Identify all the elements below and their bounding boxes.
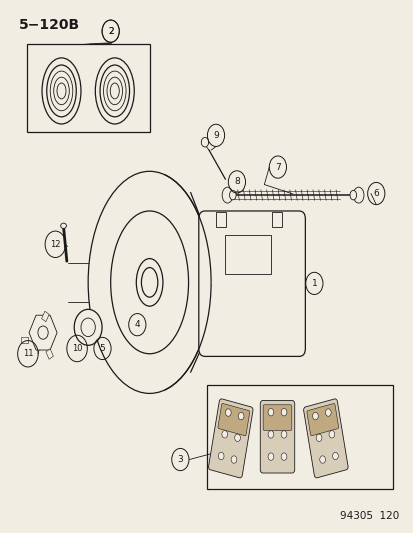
Text: 2: 2 <box>108 27 113 36</box>
Circle shape <box>325 409 330 416</box>
Circle shape <box>221 431 227 438</box>
FancyBboxPatch shape <box>306 403 338 436</box>
Circle shape <box>268 408 273 416</box>
FancyBboxPatch shape <box>198 211 305 357</box>
Ellipse shape <box>222 187 232 203</box>
Ellipse shape <box>74 309 102 345</box>
Circle shape <box>312 413 318 420</box>
Text: 9: 9 <box>213 131 218 140</box>
Text: 12: 12 <box>50 240 60 249</box>
Circle shape <box>332 453 337 459</box>
Bar <box>42 311 49 322</box>
Circle shape <box>234 434 240 441</box>
Ellipse shape <box>229 190 235 200</box>
Bar <box>216 212 226 227</box>
Circle shape <box>218 453 223 459</box>
Text: 2: 2 <box>108 27 113 36</box>
Ellipse shape <box>352 187 363 203</box>
Circle shape <box>280 408 286 416</box>
Circle shape <box>328 431 334 438</box>
FancyBboxPatch shape <box>303 399 347 478</box>
FancyBboxPatch shape <box>260 401 294 473</box>
Text: 94305  120: 94305 120 <box>339 511 399 521</box>
FancyBboxPatch shape <box>218 403 249 436</box>
FancyBboxPatch shape <box>263 405 291 431</box>
Ellipse shape <box>136 259 163 306</box>
Ellipse shape <box>110 211 188 354</box>
Polygon shape <box>29 315 57 350</box>
Ellipse shape <box>61 223 66 229</box>
Bar <box>26 44 149 132</box>
Bar <box>225 235 270 274</box>
Circle shape <box>230 456 236 463</box>
Text: 4: 4 <box>134 320 140 329</box>
Text: 1: 1 <box>311 279 316 288</box>
FancyBboxPatch shape <box>208 399 252 478</box>
Bar <box>46 349 53 359</box>
Ellipse shape <box>201 138 208 147</box>
Circle shape <box>225 409 230 416</box>
Circle shape <box>280 431 286 438</box>
Circle shape <box>280 453 286 461</box>
Ellipse shape <box>88 171 211 393</box>
Circle shape <box>319 456 325 463</box>
Bar <box>271 212 281 227</box>
Text: 11: 11 <box>23 349 33 358</box>
Circle shape <box>268 431 273 438</box>
Text: 10: 10 <box>72 344 82 353</box>
Text: 5: 5 <box>100 344 105 353</box>
Circle shape <box>238 413 243 420</box>
Ellipse shape <box>349 190 356 200</box>
Ellipse shape <box>81 318 95 336</box>
Ellipse shape <box>141 268 157 297</box>
Text: 8: 8 <box>233 177 239 187</box>
Bar <box>206 385 392 489</box>
Circle shape <box>316 434 321 441</box>
Text: 6: 6 <box>373 189 378 198</box>
Text: 5−120B: 5−120B <box>19 18 79 32</box>
Text: 7: 7 <box>274 163 280 172</box>
Bar <box>21 337 28 343</box>
Circle shape <box>268 453 273 461</box>
Text: 3: 3 <box>177 455 183 464</box>
